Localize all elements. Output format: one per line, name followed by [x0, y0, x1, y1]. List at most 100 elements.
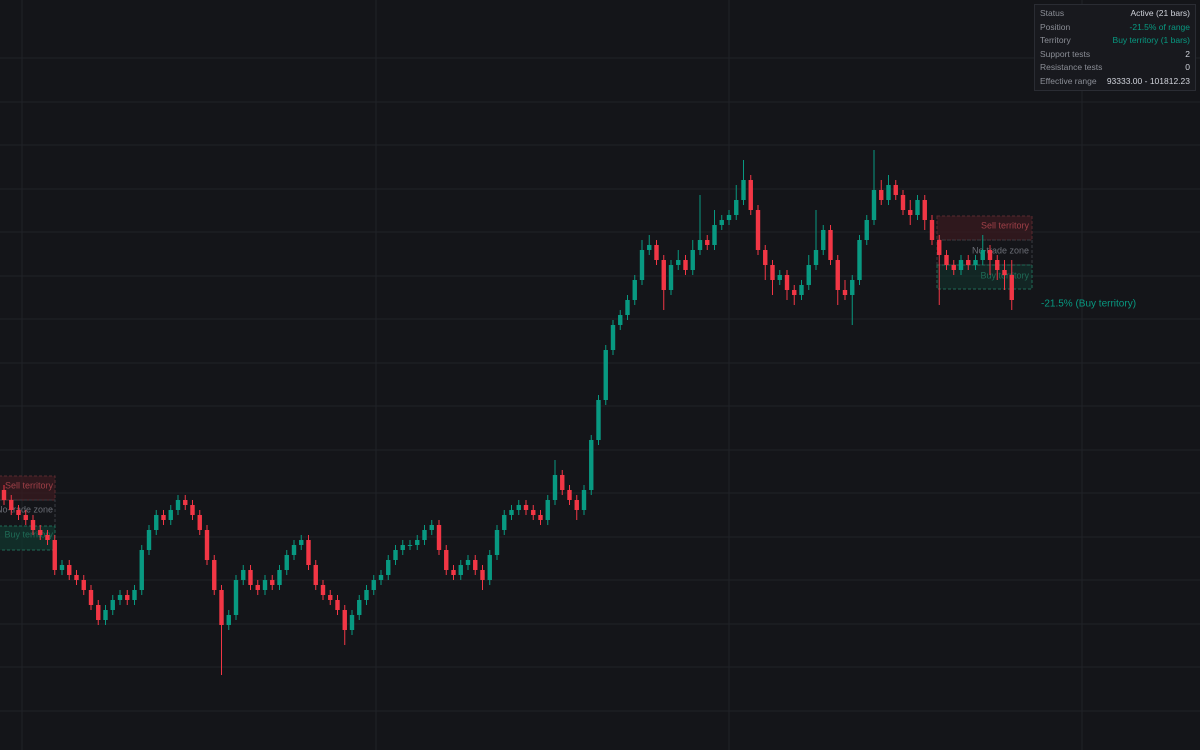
panel-value: 0: [1185, 62, 1190, 72]
candle-body: [632, 280, 637, 300]
candle-body: [146, 530, 152, 550]
candle-body: [16, 510, 21, 515]
candle-body: [277, 570, 282, 585]
candle-body: [9, 500, 14, 510]
sell-zone: [0, 475, 56, 501]
panel-row: Position -21.5% of range: [1035, 21, 1195, 35]
candle-body: [175, 500, 181, 510]
candle-body: [980, 250, 985, 260]
candle-body: [647, 245, 652, 250]
candle-body: [581, 490, 587, 510]
panel-row: Support tests 2: [1035, 48, 1195, 62]
candle-body: [204, 530, 210, 560]
candle-body: [436, 525, 442, 550]
zone-label: Buy territory: [4, 529, 53, 539]
candle-body: [270, 580, 275, 585]
candle-body: [400, 545, 405, 550]
candle-body: [23, 515, 28, 520]
candle-body: [726, 215, 732, 220]
candle-body: [828, 230, 833, 260]
candle-body: [654, 245, 659, 260]
candle-body: [183, 500, 188, 505]
panel-value: -21.5% of range: [1129, 21, 1190, 32]
candle-body: [117, 595, 123, 600]
panel-label: Status: [1040, 8, 1065, 18]
candle-body: [538, 515, 543, 520]
candle-body: [168, 510, 173, 520]
panel-value: Buy territory (1 bars): [1112, 35, 1190, 45]
zone-label: No-trade zone: [972, 245, 1029, 255]
candle-body: [900, 195, 906, 210]
candle-body: [545, 500, 550, 520]
candle-body: [560, 475, 565, 490]
candle-body: [335, 600, 340, 610]
annotation: -21.5% (Buy territory): [1041, 299, 1136, 310]
candle-body: [842, 290, 848, 295]
candle-body: [879, 190, 884, 200]
candle-body: [219, 590, 224, 625]
candle-body: [668, 265, 674, 290]
panel-row: Effective range 93333.00 - 101812.23: [1035, 75, 1195, 89]
candle-body: [241, 570, 246, 580]
candle-body: [226, 615, 231, 625]
candle-body: [821, 230, 826, 250]
candle-body: [712, 225, 717, 245]
candle-body: [262, 580, 268, 590]
candle-body: [81, 580, 86, 590]
candle-body: [38, 530, 43, 535]
candle-body: [473, 560, 478, 570]
candle-body: [415, 540, 420, 545]
candle-body: [465, 560, 471, 565]
candle-body: [458, 565, 463, 575]
candle-body: [349, 615, 355, 630]
candle-body: [639, 250, 645, 280]
candle-body: [770, 265, 775, 280]
candle-body: [494, 530, 500, 555]
candle-body: [893, 185, 898, 195]
candle-body: [857, 240, 862, 280]
candle-body: [451, 570, 456, 575]
candle-body: [342, 610, 347, 630]
candle-body: [610, 325, 616, 350]
candle-body: [552, 475, 558, 500]
candle-body: [386, 560, 391, 575]
candle-body: [719, 220, 724, 225]
candle-body: [763, 250, 768, 265]
candle-body: [589, 440, 594, 490]
candle-body: [792, 290, 797, 295]
candle-body: [407, 545, 413, 546]
candle-body: [799, 285, 804, 295]
sell-zone: [936, 215, 1033, 241]
candle-body: [190, 505, 195, 515]
panel-label: Resistance tests: [1040, 62, 1103, 72]
candle-body: [973, 260, 978, 265]
candle-body: [1009, 275, 1014, 300]
candle-body: [929, 220, 935, 240]
candle-body: [378, 575, 384, 580]
candle-body: [357, 600, 362, 615]
panel-value: 2: [1185, 48, 1190, 59]
candle-body: [371, 580, 376, 590]
candle-body: [871, 190, 877, 220]
candle-body: [567, 490, 572, 500]
candle-body: [755, 210, 761, 250]
candle-body: [444, 550, 449, 570]
candle-body: [30, 520, 36, 530]
candle-body: [487, 555, 492, 580]
candle-body: [690, 250, 695, 270]
candle-body: [603, 350, 608, 400]
candle-body: [509, 510, 514, 515]
candle-body: [88, 590, 94, 605]
panel-label: Support tests: [1040, 48, 1091, 59]
candle-body: [523, 505, 529, 510]
candle-body: [835, 260, 840, 290]
candle-body: [132, 590, 137, 600]
candle-body: [806, 265, 811, 285]
candle-body: [364, 590, 369, 600]
candle-body: [531, 510, 536, 515]
candle-body: [284, 555, 289, 570]
candle-body: [45, 535, 50, 540]
info-panel: Status Active (21 bars) Position -21.5% of …: [1034, 4, 1196, 91]
